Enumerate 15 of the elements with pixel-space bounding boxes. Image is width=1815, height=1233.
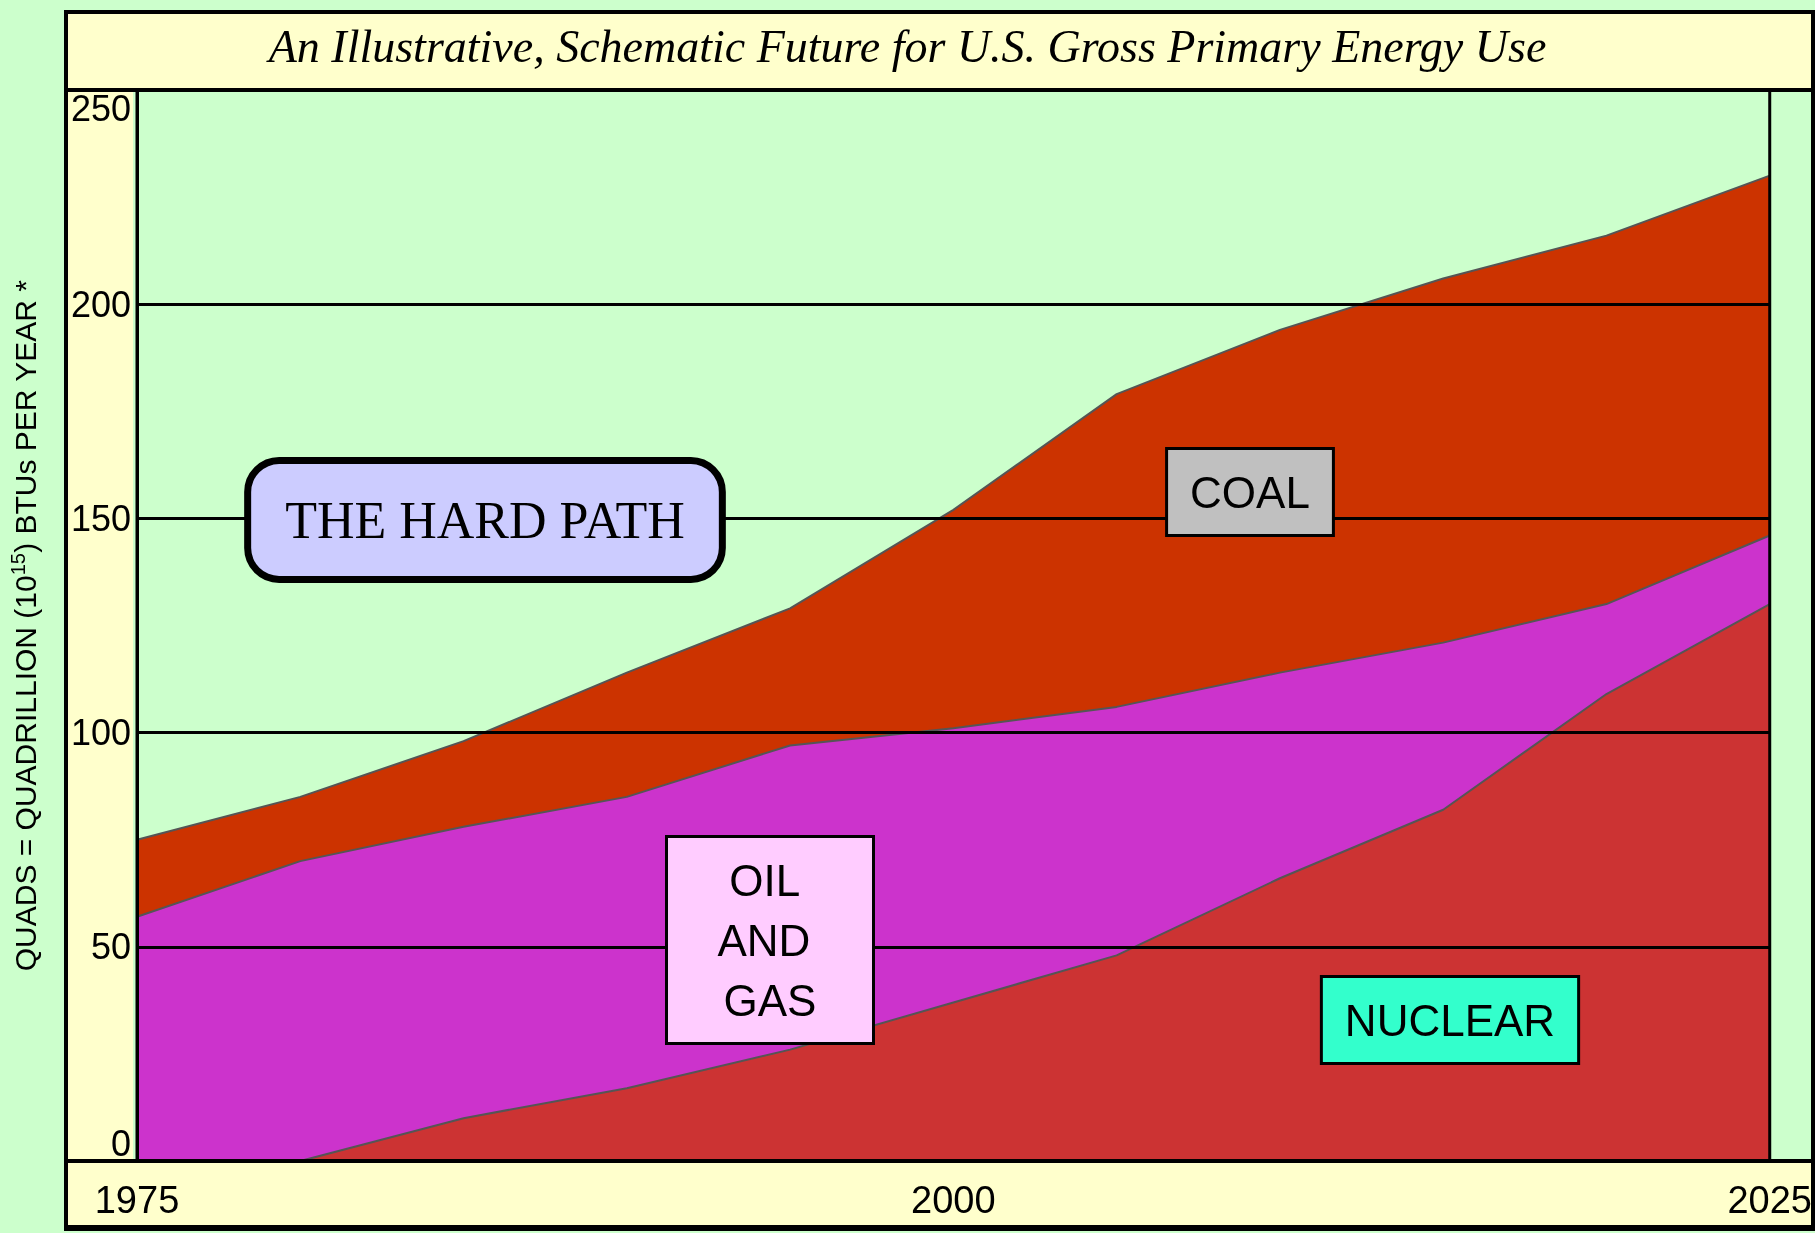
y-tick-label: 200 [70, 283, 131, 325]
y-tick-label: 100 [70, 712, 131, 754]
annotation: THE HARD PATH [285, 491, 685, 549]
series-label: OIL AND GAS [717, 855, 823, 1025]
y-tick-label: 150 [70, 497, 131, 539]
x-tick-label: 2025 [1727, 1179, 1813, 1221]
y-tick-label: 250 [70, 87, 131, 129]
y-tick-label: 50 [90, 926, 131, 968]
x-tick-label: 1975 [94, 1179, 180, 1221]
y-axis-title: QUADS = QUADRILLION (1015) BTUs PER YEAR * [7, 279, 42, 972]
series-label: COAL [1190, 467, 1310, 517]
series-label: NUCLEAR [1344, 995, 1556, 1045]
x-tick-label: 2000 [911, 1179, 996, 1221]
chart-title: An Illustrative, Schematic Future for U.S. Gross Primary Energy Use [265, 20, 1547, 72]
y-tick-label: 0 [110, 1122, 131, 1164]
